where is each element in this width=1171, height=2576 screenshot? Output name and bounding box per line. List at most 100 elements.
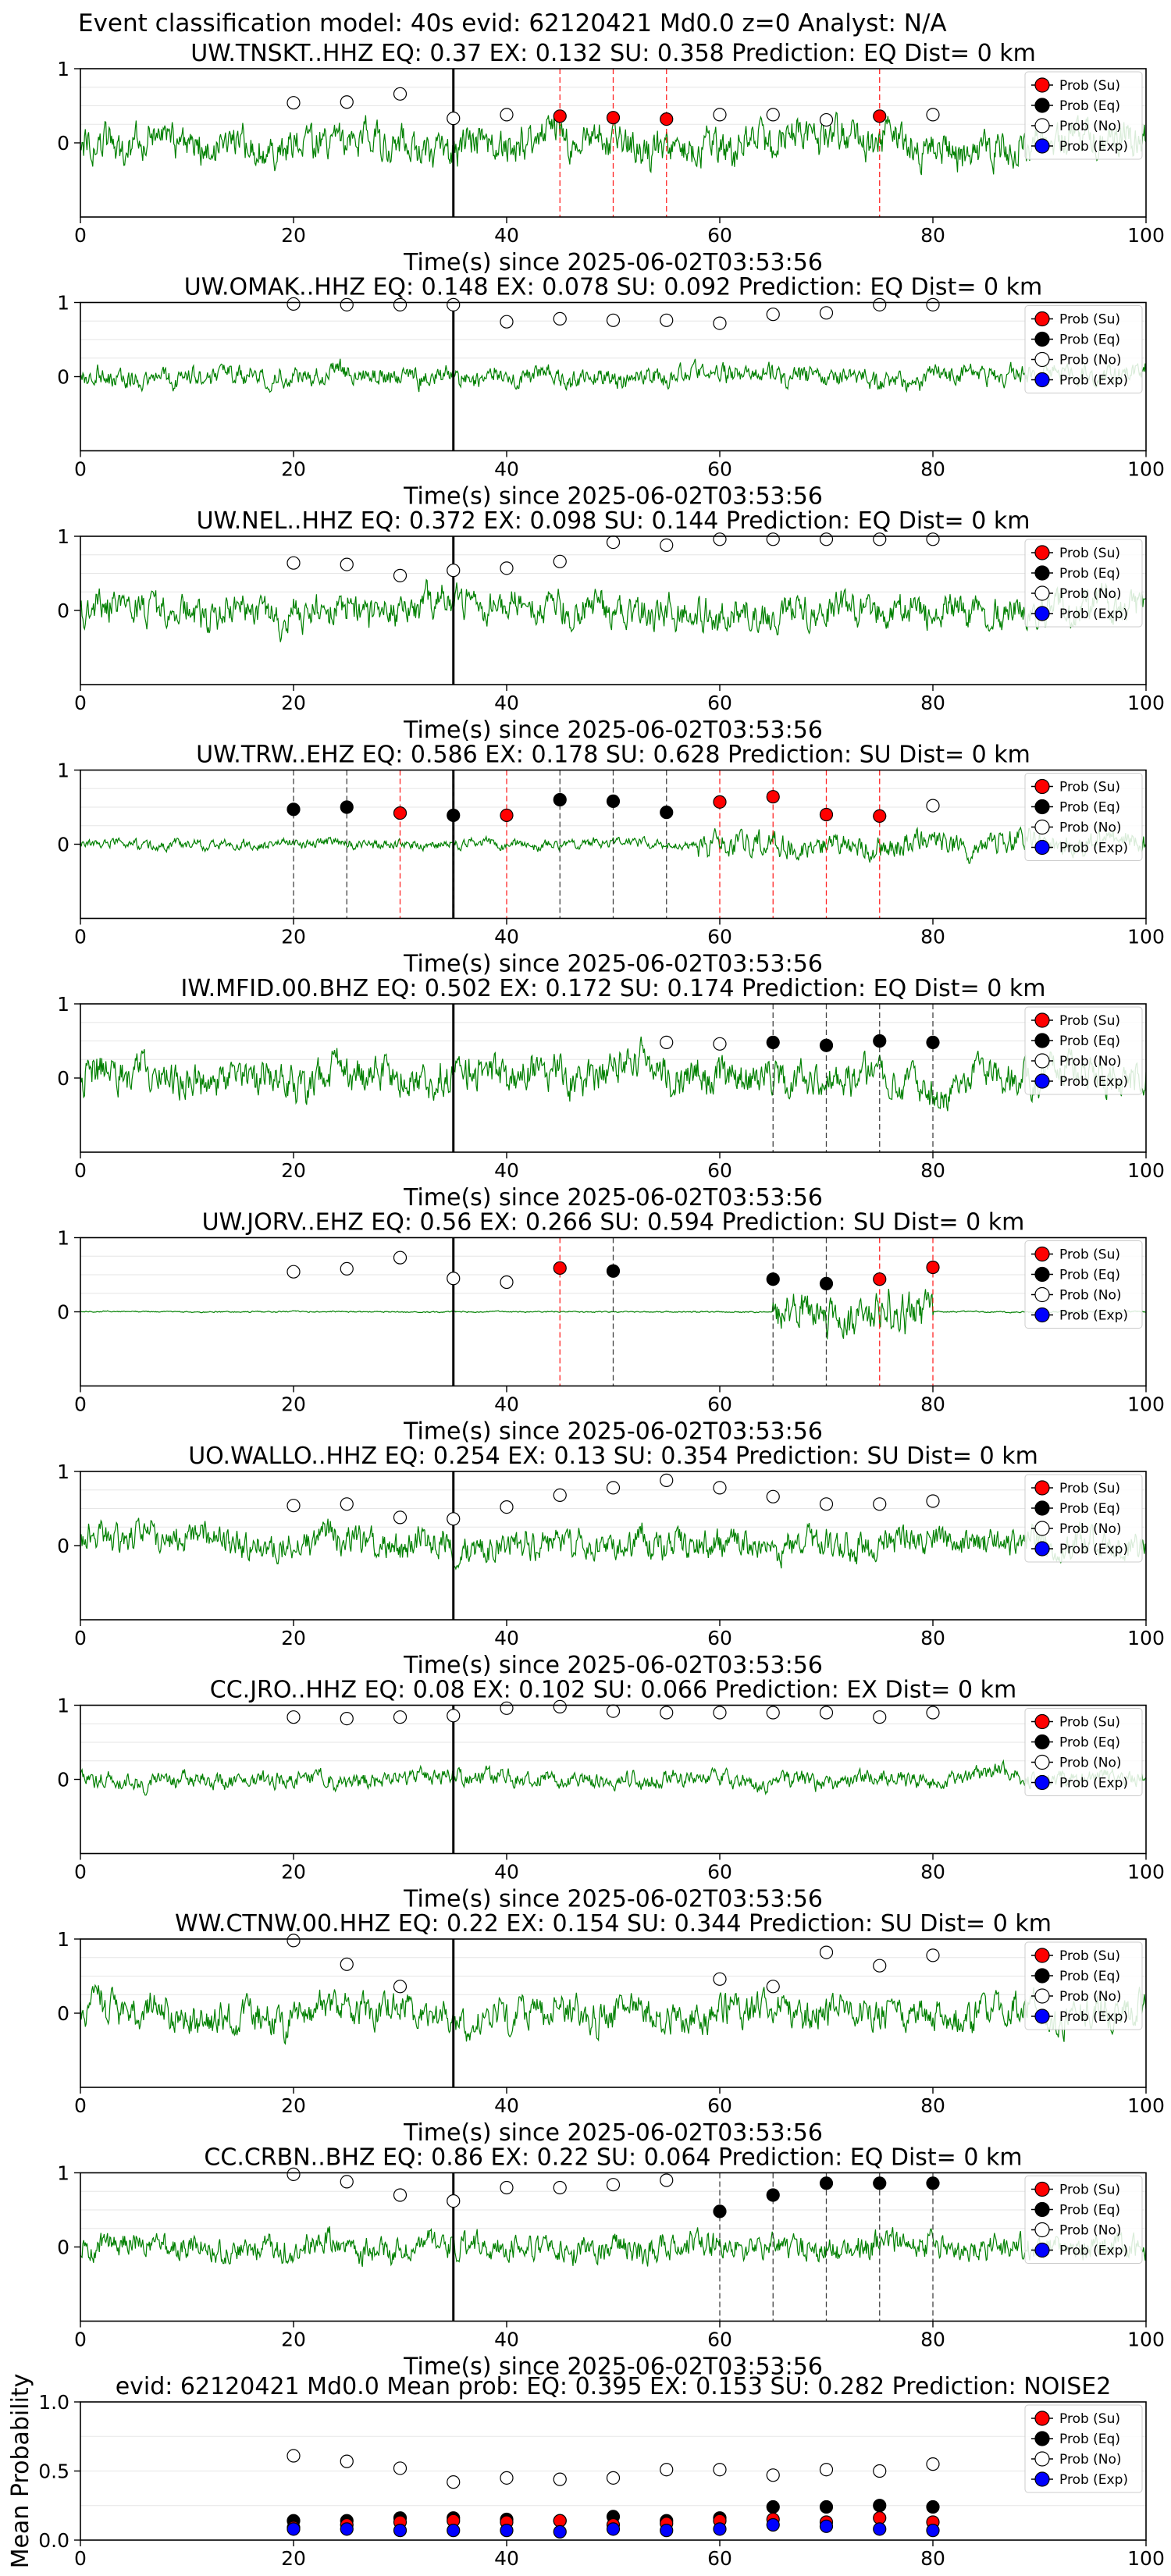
legend-marker-exp	[1034, 606, 1050, 621]
legend-label-exp: Prob (Exp)	[1059, 1542, 1128, 1557]
probability-point-no	[660, 2173, 674, 2187]
probability-point-no	[340, 1497, 354, 1511]
x-tick-label: 20	[281, 224, 306, 247]
mean-point-no	[660, 2463, 674, 2477]
probability-point-no	[873, 532, 887, 546]
mean-probability-panel: evid: 62120421 Md0.0 Mean prob: EQ: 0.39…	[7, 2373, 1165, 2570]
legend-marker-eq	[1034, 1266, 1050, 1283]
probability-point-no	[713, 1037, 727, 1051]
mean-point-no	[393, 2461, 408, 2475]
legend-marker-eq	[1034, 1734, 1050, 1750]
legend-marker-no	[1034, 1286, 1050, 1303]
legend-label-no: Prob (No)	[1059, 1756, 1122, 1771]
x-tick-label: 20	[281, 1159, 306, 1182]
mean-point-exp	[660, 2524, 674, 2538]
probability-point-no	[926, 1706, 940, 1720]
legend-box	[1024, 1240, 1143, 1329]
y-tick-label: 0	[57, 1535, 69, 1557]
legend-marker-eq	[1034, 1968, 1050, 1984]
x-tick-label: 60	[707, 692, 732, 714]
legend-marker-su	[1034, 311, 1050, 327]
legend-marker-eq	[1034, 331, 1050, 347]
probability-point-no	[340, 557, 354, 571]
legend-label-no: Prob (No)	[1059, 1288, 1122, 1304]
legend-label-su: Prob (Su)	[1059, 1481, 1120, 1496]
mean-point-no	[447, 2475, 461, 2489]
legend-marker-su	[1034, 2411, 1050, 2426]
x-tick-label: 100	[1127, 926, 1165, 948]
axes-frame	[80, 2172, 1147, 2322]
panel-title: UW.JORV..EHZ EQ: 0.56 EX: 0.266 SU: 0.59…	[202, 1209, 1025, 1236]
legend-marker-exp	[1034, 839, 1050, 856]
x-axis-label: Time(s) since 2025-06-02T03:53:56	[403, 2119, 823, 2147]
x-tick-label: 20	[281, 1861, 306, 1884]
probability-point-no	[500, 561, 514, 575]
legend-marker-no	[1034, 351, 1050, 368]
x-tick-label: 60	[707, 224, 732, 247]
probability-point-no	[819, 532, 834, 546]
probability-point-no	[393, 1510, 408, 1525]
mean-point-exp	[766, 2517, 780, 2532]
legend-label-exp: Prob (Exp)	[1059, 2009, 1128, 2025]
probability-point-no	[606, 535, 621, 550]
probability-point-no	[287, 1934, 301, 1948]
legend-label-su: Prob (Su)	[1059, 312, 1120, 328]
y-tick-label: 0	[57, 132, 69, 155]
legend-marker-exp	[1034, 1774, 1050, 1791]
legend-marker-no	[1034, 1988, 1050, 2004]
mean-point-exp	[500, 2524, 514, 2538]
legend-box	[1024, 1474, 1143, 1563]
x-tick-label: 80	[920, 224, 945, 247]
legend-marker-su	[1034, 1713, 1050, 1730]
probability-point-no	[500, 1701, 514, 1715]
legend-marker-eq	[1034, 1500, 1050, 1516]
x-tick-label: 20	[281, 692, 306, 714]
x-tick-label: 40	[494, 1627, 519, 1649]
x-tick-label: 0	[74, 1393, 87, 1416]
waveform-trace	[80, 1289, 1146, 1340]
probability-point-no	[766, 1489, 780, 1503]
axes-frame	[80, 1704, 1147, 1855]
x-tick-label: 40	[494, 926, 519, 948]
probability-point-eq	[766, 2188, 780, 2202]
legend-label-exp: Prob (Exp)	[1059, 841, 1128, 856]
probability-point-eq	[340, 800, 354, 814]
legend-label-exp: Prob (Exp)	[1059, 2472, 1128, 2488]
legend-marker-su	[1034, 1480, 1050, 1496]
probability-point-no	[926, 532, 940, 546]
x-tick-label: 0	[74, 458, 87, 481]
x-tick-label: 80	[920, 2547, 945, 2570]
probability-point-no	[766, 308, 780, 322]
probability-point-no	[766, 532, 780, 546]
probability-point-no	[553, 1488, 567, 1503]
legend-marker-su	[1034, 545, 1050, 560]
x-axis-label: Time(s) since 2025-06-02T03:53:56	[403, 1652, 823, 1679]
probability-point-eq	[553, 792, 567, 807]
x-tick-label: 60	[707, 458, 732, 481]
legend-marker-exp	[1034, 1073, 1050, 1089]
legend-marker-no	[1034, 819, 1050, 835]
probability-point-no	[926, 799, 940, 813]
y-axis-label: Mean Probability	[7, 2374, 34, 2569]
x-tick-label: 100	[1127, 1393, 1165, 1416]
waveform-trace	[80, 1517, 1146, 1571]
legend-label-su: Prob (Su)	[1059, 78, 1120, 94]
probability-point-eq	[660, 806, 674, 820]
panel-title: UW.NEL..HHZ EQ: 0.372 EX: 0.098 SU: 0.14…	[197, 507, 1030, 535]
probability-point-su	[713, 795, 727, 809]
probability-point-no	[660, 313, 674, 327]
legend-label-su: Prob (Su)	[1059, 1247, 1120, 1263]
x-tick-label: 60	[707, 2094, 732, 2117]
probability-point-eq	[819, 1038, 834, 1052]
probability-point-su	[500, 808, 514, 823]
x-axis-label: Time(s) since 2025-06-02T03:53:56	[403, 1184, 823, 1212]
probability-point-no	[713, 108, 727, 122]
probability-point-no	[287, 1499, 301, 1513]
legend-marker-exp	[1034, 1541, 1050, 1557]
legend-label-no: Prob (No)	[1059, 586, 1122, 602]
x-axis-label: Time(s) since 2025-06-02T03:53:56	[403, 249, 823, 276]
panels: UW.TNSKT..HHZ EQ: 0.37 EX: 0.132 SU: 0.3…	[7, 40, 1165, 2570]
probability-point-eq	[873, 2176, 887, 2190]
mean-point-exp	[713, 2522, 727, 2536]
